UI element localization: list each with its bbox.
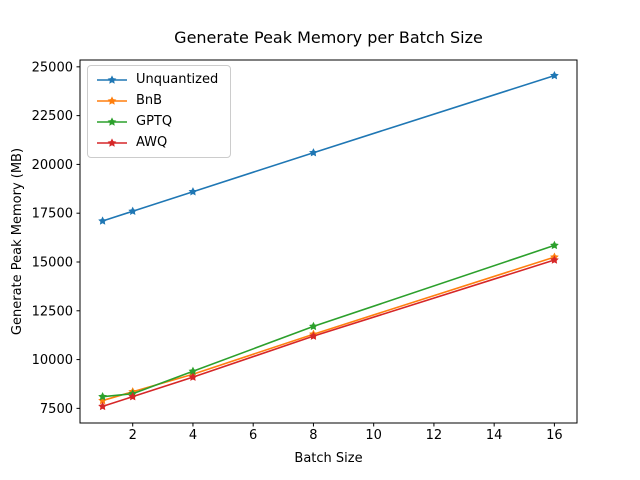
series-marker-unquantized	[550, 71, 559, 80]
legend-label: AWQ	[136, 135, 168, 150]
legend-label: Unquantized	[136, 72, 219, 87]
series-marker-gptq	[550, 240, 559, 250]
star-marker-icon	[107, 138, 117, 147]
series-marker-unquantized	[98, 216, 107, 225]
series-marker-gptq	[98, 392, 107, 401]
y-tick-label: 20000	[32, 158, 73, 173]
legend-item-awq: AWQ	[96, 135, 218, 151]
series-marker-unquantized	[309, 148, 318, 157]
x-tick-label: 4	[189, 428, 197, 443]
series-marker-awq	[188, 372, 198, 381]
series-marker-bnb	[98, 395, 107, 405]
x-tick-label: 10	[365, 428, 382, 443]
series-marker-awq	[550, 255, 559, 264]
series-marker-unquantized	[188, 187, 198, 196]
x-tick-label: 2	[129, 428, 137, 443]
y-tick-label: 15000	[32, 255, 73, 270]
y-tick-label: 17500	[32, 207, 73, 222]
y-tick-label: 25000	[32, 60, 73, 75]
y-axis-label: Generate Peak Memory (MB)	[10, 147, 25, 336]
legend-item-bnb: BnB	[96, 93, 218, 109]
x-axis-label: Batch Size	[294, 451, 363, 466]
y-tick-label: 10000	[32, 353, 73, 368]
x-tick-label: 6	[249, 428, 257, 443]
series-marker-awq	[309, 331, 318, 340]
legend-line-sample	[97, 96, 127, 105]
x-tick-label: 16	[546, 428, 563, 443]
legend-label: GPTQ	[136, 114, 173, 129]
legend-label: BnB	[136, 93, 163, 108]
x-tick-label: 14	[486, 428, 503, 443]
chart-title: Generate Peak Memory per Batch Size	[174, 28, 483, 47]
legend-item-gptq: GPTQ	[96, 114, 218, 130]
y-tick-label: 7500	[40, 402, 73, 417]
legend-line-sample	[97, 138, 127, 147]
star-marker-icon	[107, 117, 117, 126]
star-marker-icon	[107, 75, 117, 84]
legend-item-unquantized: Unquantized	[96, 72, 218, 88]
legend-line-sample	[97, 75, 127, 84]
y-tick-label: 12500	[32, 304, 73, 319]
legend-line-sample	[97, 117, 127, 126]
star-marker-icon	[107, 96, 117, 105]
x-tick-label: 12	[426, 428, 443, 443]
x-tick-label: 8	[309, 428, 317, 443]
series-marker-gptq	[309, 321, 318, 331]
y-tick-label: 22500	[32, 109, 73, 124]
series-marker-awq	[128, 392, 138, 401]
series-marker-awq	[98, 401, 107, 411]
series-marker-unquantized	[128, 206, 138, 215]
series-marker-gptq	[188, 366, 198, 375]
legend: Unquantized BnB GPTQ AWQ	[87, 65, 232, 158]
